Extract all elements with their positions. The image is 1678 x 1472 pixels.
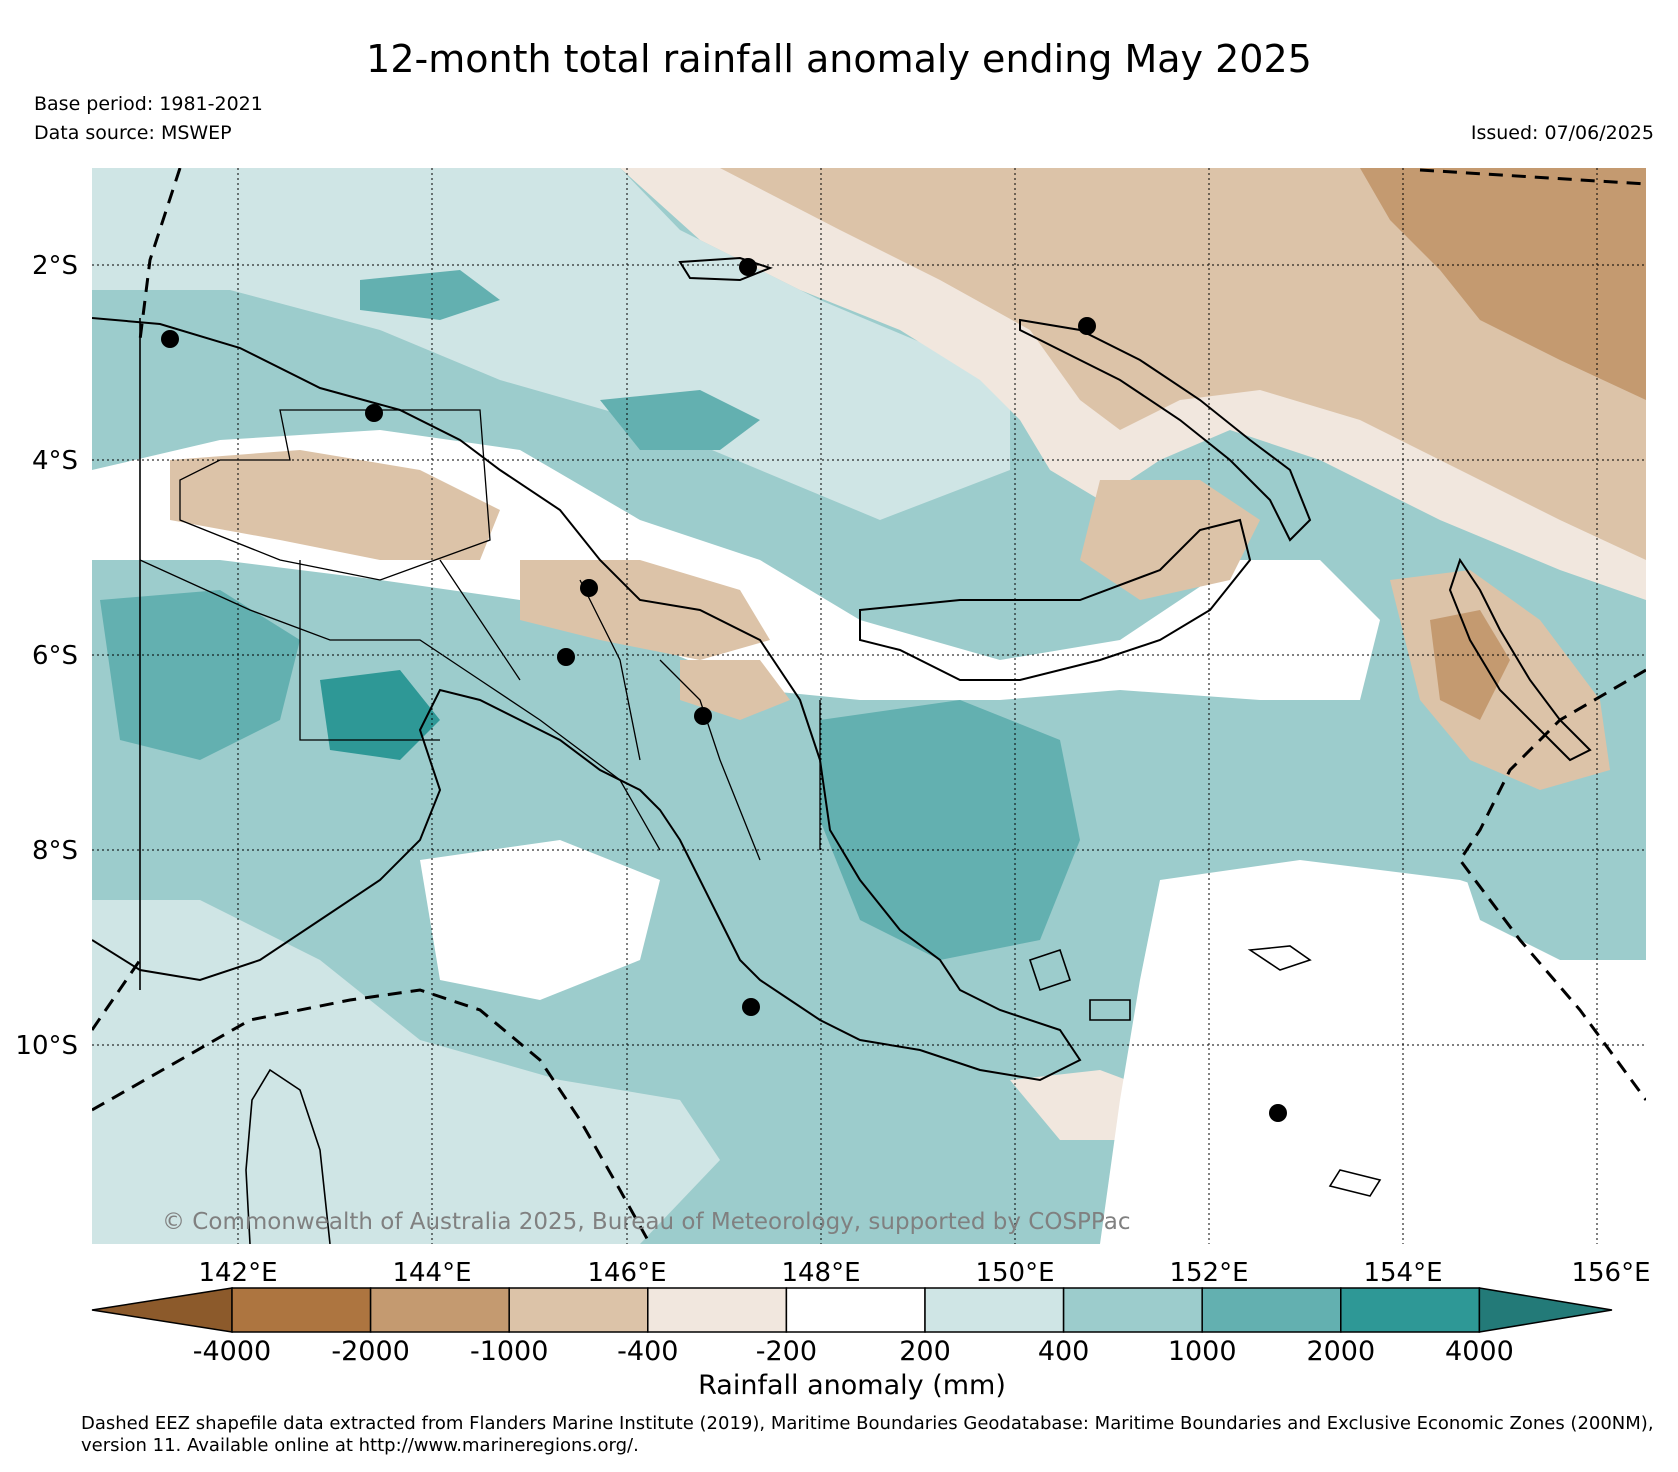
longitude-labels: 142°E 144°E 146°E 148°E 150°E 152°E 154°… [198, 1258, 1650, 1288]
anomaly-patch-bismarck-sea [600, 390, 760, 450]
coastline-new-britain [859, 518, 1252, 681]
colorbar-tick-label: -2000 [331, 1336, 409, 1367]
lon-label: 154°E [1363, 1258, 1442, 1288]
colorbar-extend-low [91, 1287, 233, 1333]
colorbar-segment [231, 1287, 372, 1333]
anomaly-zone-dry-northeast-3 [1360, 168, 1646, 400]
anomaly-zone-near-normal-southeast [1100, 860, 1646, 1244]
colorbar-tick-label: -200 [756, 1336, 817, 1367]
station-markers [161, 258, 1287, 1122]
data-source-text: Data source: MSWEP [34, 122, 232, 144]
lon-label: 156°E [1571, 1258, 1650, 1288]
station-marker [694, 707, 712, 725]
eez-boundary-south-west [92, 959, 142, 1031]
lat-label: 6°S [32, 641, 78, 671]
lat-label: 4°S [32, 446, 78, 476]
colorbar-segment [1062, 1287, 1203, 1333]
colorbar-tick-label: -400 [617, 1336, 678, 1367]
colorbar-segment [369, 1287, 510, 1333]
lat-label: 2°S [32, 251, 78, 281]
map-plot-area: © Commonwealth of Australia 2025, Bureau… [92, 168, 1646, 1244]
anomaly-patch-coral-sea-east [1460, 860, 1646, 960]
anomaly-zone-dry-northeast-2 [720, 168, 1646, 560]
colorbar-segment [508, 1287, 649, 1333]
issued-date-text: Issued: 07/06/2025 [1470, 122, 1654, 144]
lon-label: 146°E [587, 1258, 666, 1288]
colorbar-tick-label: 4000 [1445, 1336, 1514, 1367]
lat-label: 8°S [32, 836, 78, 866]
colorbar-tick-label: 400 [1038, 1336, 1090, 1367]
colorbar-extend-high [1478, 1287, 1613, 1333]
station-marker [739, 258, 757, 276]
anomaly-patch-new-britain [1080, 480, 1260, 600]
station-marker [557, 648, 575, 666]
coastline-small-islands [1028, 945, 1382, 1197]
station-marker [1078, 317, 1096, 335]
coastline-bougainville [1448, 557, 1592, 762]
coastline-manus [678, 256, 773, 282]
colorbar-tick-label: -4000 [193, 1336, 271, 1367]
colorbar-segment [785, 1287, 926, 1333]
lon-label: 144°E [392, 1258, 471, 1288]
base-period-text: Base period: 1981-2021 [34, 93, 263, 115]
rainfall-anomaly-map: © Commonwealth of Australia 2025, Bureau… [15, 168, 1651, 1400]
lon-label: 148°E [781, 1258, 860, 1288]
station-marker [580, 579, 598, 597]
anomaly-zone-light-teal-north [92, 168, 1010, 520]
colorbar-tick-label: 1000 [1168, 1336, 1237, 1367]
eez-boundary-north-west [138, 168, 182, 341]
station-marker [161, 330, 179, 348]
map-gridlines [92, 168, 1646, 1244]
anomaly-patch-western-province [100, 590, 300, 760]
colorbar-tick-label: 200 [899, 1336, 951, 1367]
colorbar-tick-label: -1000 [470, 1336, 548, 1367]
colorbar-tick-label: 2000 [1306, 1336, 1375, 1367]
eez-boundary-torres-strait [92, 988, 652, 1244]
colorbar-segment [1340, 1287, 1481, 1333]
provincial-borders [139, 409, 821, 861]
eez-boundary-solomon [1458, 668, 1646, 1101]
eez-boundary-north-east [1419, 168, 1646, 186]
lon-label: 150°E [975, 1258, 1054, 1288]
anomaly-zone-light-teal-south [92, 900, 720, 1244]
colorbar-segment [1201, 1287, 1342, 1333]
station-marker [1269, 1104, 1287, 1122]
lat-label: 10°S [15, 1031, 78, 1061]
copyright-text: © Commonwealth of Australia 2025, Bureau… [162, 1209, 1131, 1235]
coastline-new-ireland [1019, 318, 1312, 542]
station-marker [742, 998, 760, 1016]
lon-label: 152°E [1169, 1258, 1248, 1288]
coastline-new-guinea [92, 317, 1082, 1082]
coastline-cape-york [245, 1068, 331, 1244]
anomaly-zone-near-normal-south-coast [420, 840, 660, 1000]
page-title: 12-month total rainfall anomaly ending M… [366, 37, 1312, 81]
anomaly-patch-highlands-west [170, 450, 500, 560]
anomaly-patch-highlands-east [680, 660, 790, 720]
footer-note: Dashed EEZ shapefile data extracted from… [81, 1413, 1654, 1456]
anomaly-patch-bougainville-core [1430, 610, 1510, 720]
station-marker [365, 404, 383, 422]
colorbar-segment [647, 1287, 788, 1333]
colorbar-segment [924, 1287, 1065, 1333]
anomaly-patch-north-coast [360, 270, 500, 320]
colorbar-label: Rainfall anomaly (mm) [698, 1370, 1006, 1400]
anomaly-patch-fly-river [320, 670, 440, 760]
colorbar: -4000 -2000 -1000 -400 -200 200 400 1000 2000 400… [91, 1287, 1613, 1367]
lon-label: 142°E [198, 1258, 277, 1288]
latitude-labels: 2°S 4°S 6°S 8°S 10°S [15, 251, 78, 1061]
